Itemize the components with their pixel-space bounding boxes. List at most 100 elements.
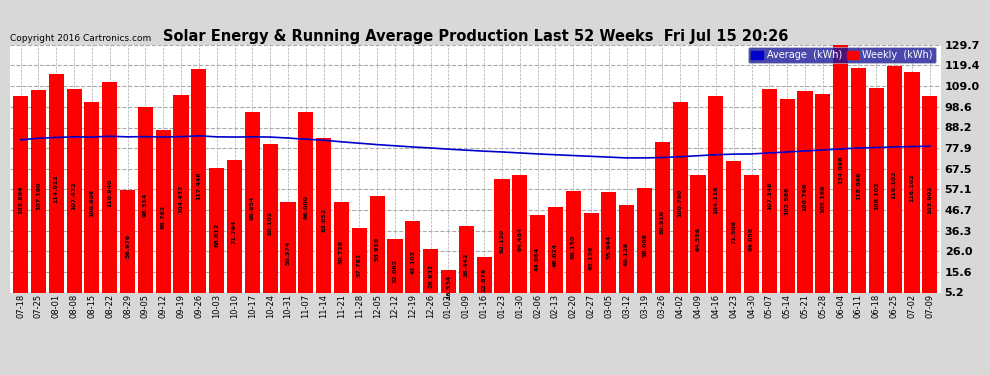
Text: 26.932: 26.932 xyxy=(428,264,434,288)
Text: 100.808: 100.808 xyxy=(89,189,94,217)
Bar xyxy=(13,96,28,303)
Title: Solar Energy & Running Average Production Last 52 Weeks  Fri Jul 15 20:26: Solar Energy & Running Average Productio… xyxy=(162,29,788,44)
Bar xyxy=(49,74,63,303)
Text: 50.728: 50.728 xyxy=(339,240,344,264)
Text: 134.098: 134.098 xyxy=(839,155,843,184)
Bar xyxy=(423,249,439,303)
Text: 102.586: 102.586 xyxy=(785,187,790,215)
Bar xyxy=(334,202,349,303)
Bar xyxy=(530,215,545,303)
Text: 114.912: 114.912 xyxy=(53,174,58,203)
Bar xyxy=(834,36,848,303)
Bar xyxy=(690,174,706,303)
Text: 86.762: 86.762 xyxy=(160,204,165,229)
Text: 96.000: 96.000 xyxy=(303,195,308,219)
Bar xyxy=(601,192,617,303)
Text: 41.102: 41.102 xyxy=(410,250,415,274)
Bar xyxy=(209,168,225,303)
Bar xyxy=(458,226,474,303)
Bar xyxy=(797,91,813,303)
Bar xyxy=(851,68,866,303)
Bar xyxy=(637,188,652,303)
Text: 95.954: 95.954 xyxy=(249,195,254,220)
Text: 80.910: 80.910 xyxy=(660,210,665,234)
Text: 108.102: 108.102 xyxy=(874,181,879,210)
Bar xyxy=(583,213,599,303)
Text: 116.102: 116.102 xyxy=(910,173,915,202)
Text: 58.008: 58.008 xyxy=(643,233,647,257)
Text: 56.150: 56.150 xyxy=(571,235,576,259)
Text: 98.314: 98.314 xyxy=(143,193,148,217)
Text: 80.102: 80.102 xyxy=(267,211,272,235)
Bar xyxy=(672,102,688,303)
Bar xyxy=(761,89,777,303)
Bar xyxy=(494,179,510,303)
Bar xyxy=(138,107,153,303)
Bar xyxy=(102,82,117,303)
Bar xyxy=(619,205,635,303)
Bar xyxy=(298,112,314,303)
Text: Copyright 2016 Cartronics.com: Copyright 2016 Cartronics.com xyxy=(10,33,151,42)
Text: 71.794: 71.794 xyxy=(232,219,237,244)
Bar xyxy=(887,66,902,303)
Text: 103.902: 103.902 xyxy=(928,185,933,214)
Bar xyxy=(815,94,831,303)
Bar xyxy=(262,144,278,303)
Bar xyxy=(512,175,528,303)
Text: 49.128: 49.128 xyxy=(625,242,630,266)
Text: 38.442: 38.442 xyxy=(463,252,469,277)
Text: 48.024: 48.024 xyxy=(553,243,558,267)
Bar xyxy=(173,95,189,303)
Text: 64.464: 64.464 xyxy=(517,226,523,251)
Bar xyxy=(369,196,385,303)
Text: 44.064: 44.064 xyxy=(536,247,541,271)
Text: 107.190: 107.190 xyxy=(36,182,41,210)
Text: 53.910: 53.910 xyxy=(374,237,379,261)
Text: 64.556: 64.556 xyxy=(696,226,701,251)
Bar xyxy=(387,239,403,303)
Bar xyxy=(441,270,456,303)
Text: 32.062: 32.062 xyxy=(392,259,397,283)
Text: 37.792: 37.792 xyxy=(356,253,361,278)
Text: 105.166: 105.166 xyxy=(821,184,826,213)
Text: 45.136: 45.136 xyxy=(589,246,594,270)
Bar xyxy=(227,160,243,303)
Text: 110.940: 110.940 xyxy=(107,178,112,207)
Text: 107.472: 107.472 xyxy=(71,182,76,210)
Text: 64.058: 64.058 xyxy=(749,227,754,251)
Bar xyxy=(245,112,260,303)
Text: 22.878: 22.878 xyxy=(481,268,487,292)
Text: 104.432: 104.432 xyxy=(178,185,183,213)
Bar xyxy=(923,96,938,303)
Text: 83.052: 83.052 xyxy=(321,208,326,232)
Bar xyxy=(155,130,171,303)
Bar xyxy=(280,202,296,303)
Bar xyxy=(120,190,136,303)
Bar xyxy=(708,96,724,303)
Text: 118.098: 118.098 xyxy=(856,171,861,200)
Bar xyxy=(316,138,332,303)
Text: 16.534: 16.534 xyxy=(446,274,451,298)
Text: 100.790: 100.790 xyxy=(678,189,683,217)
Text: 119.102: 119.102 xyxy=(892,170,897,199)
Bar xyxy=(31,90,46,303)
Bar xyxy=(351,228,367,303)
Text: 104.118: 104.118 xyxy=(714,185,719,214)
Bar xyxy=(547,207,563,303)
Bar xyxy=(726,160,742,303)
Text: 107.348: 107.348 xyxy=(767,182,772,210)
Text: 106.766: 106.766 xyxy=(803,183,808,211)
Text: 56.976: 56.976 xyxy=(125,234,130,258)
Bar xyxy=(743,176,759,303)
Bar xyxy=(66,89,81,303)
Text: 68.012: 68.012 xyxy=(214,223,219,247)
Bar xyxy=(476,257,492,303)
Text: 55.944: 55.944 xyxy=(607,235,612,260)
Bar xyxy=(84,102,99,303)
Text: 117.448: 117.448 xyxy=(196,172,201,200)
Bar xyxy=(779,99,795,303)
Bar xyxy=(405,221,421,303)
Text: 71.506: 71.506 xyxy=(732,220,737,244)
Legend: Average  (kWh), Weekly  (kWh): Average (kWh), Weekly (kWh) xyxy=(748,47,936,63)
Bar xyxy=(654,142,670,303)
